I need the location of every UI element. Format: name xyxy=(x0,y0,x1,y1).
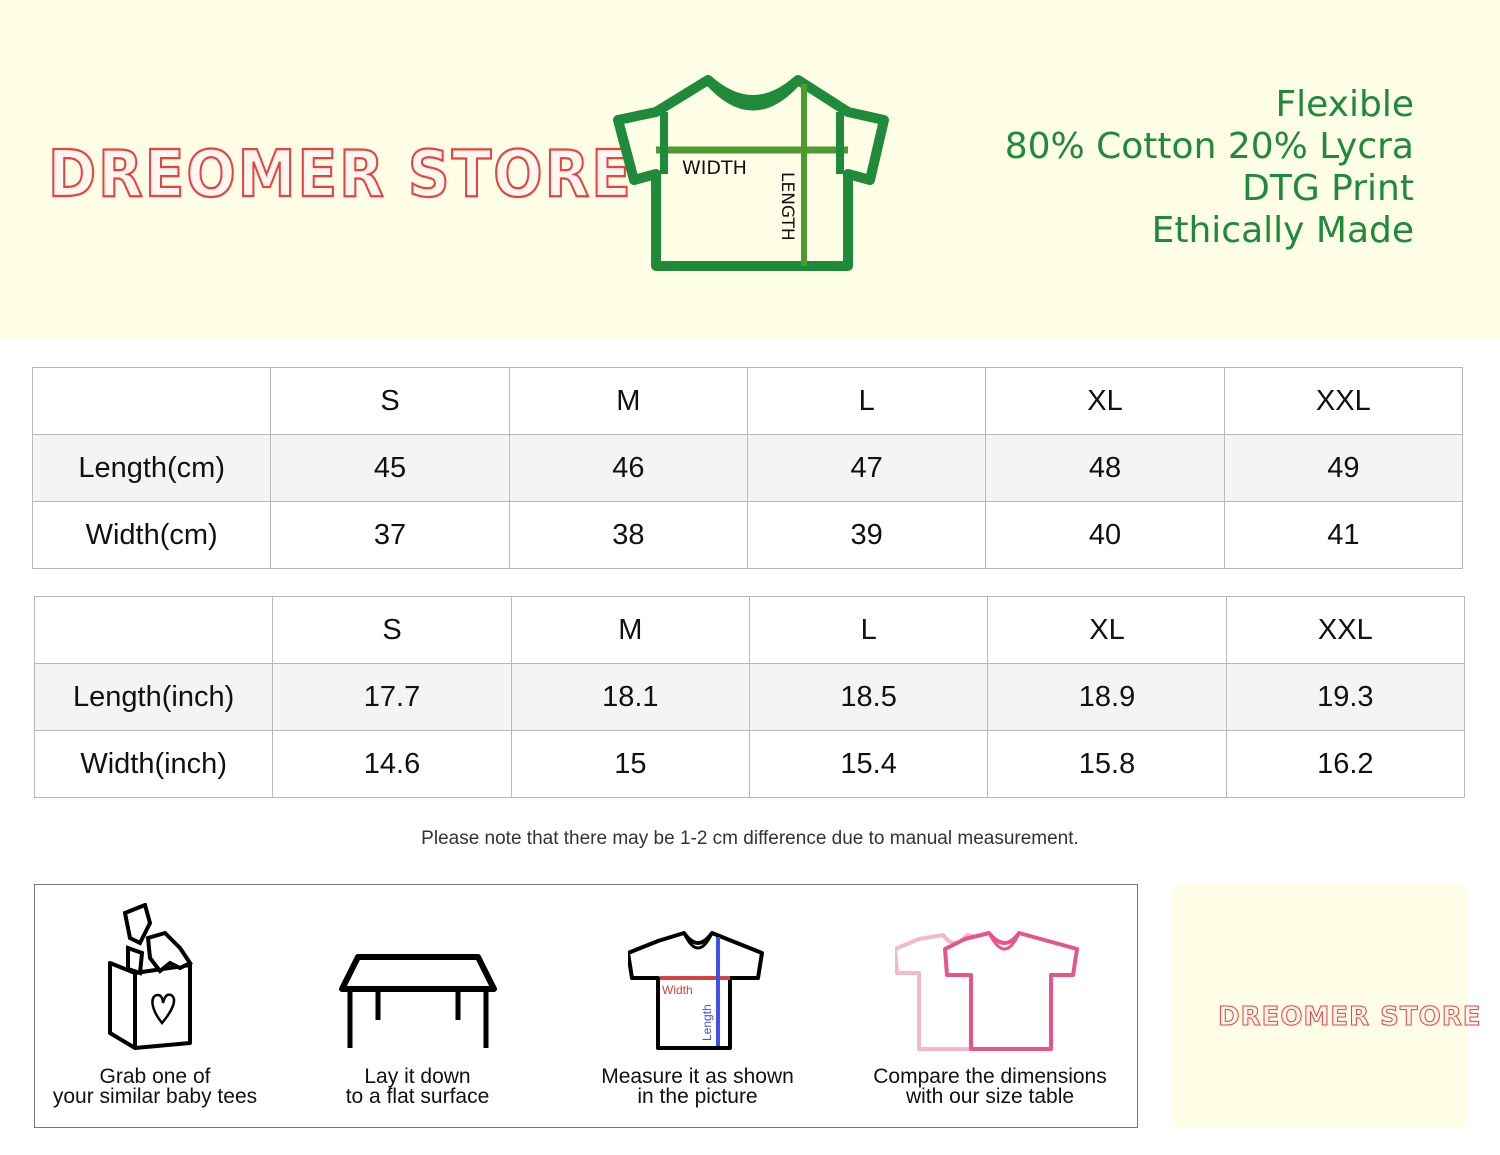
header-cell: XL xyxy=(987,596,1227,664)
table-cell: 37 xyxy=(270,501,510,569)
step-line: Grab one of xyxy=(99,1065,211,1088)
header-cell: XXL xyxy=(1225,596,1466,664)
feature-item: Ethically Made xyxy=(1151,210,1414,251)
header-cell: XXL xyxy=(1223,367,1464,435)
table-icon xyxy=(338,954,497,1048)
table-cell: 39 xyxy=(746,501,987,569)
width-label: WIDTH xyxy=(682,157,747,179)
step-lay: Lay it down to a flat surface xyxy=(300,885,535,1129)
size-table-inch: S M L XL XXL Length(inch) 17.7 18.1 18.5… xyxy=(33,596,1466,798)
header-cell xyxy=(33,596,274,664)
table-cell: 41 xyxy=(1223,501,1464,569)
step-line: your similar baby tees xyxy=(52,1085,258,1108)
table-header-row: S M L XL XXL xyxy=(33,596,1466,664)
size-table-cm: S M L XL XXL Length(cm) 45 46 47 48 49 W… xyxy=(31,367,1464,569)
clothes-box-icon xyxy=(108,903,193,1050)
measurement-note: Please note that there may be 1-2 cm dif… xyxy=(421,828,1079,849)
header-cell: M xyxy=(510,596,750,664)
header-cell: L xyxy=(746,367,987,435)
header-cell xyxy=(31,367,272,435)
table-cell: 45 xyxy=(270,434,510,502)
width-label: Width xyxy=(662,983,693,997)
table-cell: 14.6 xyxy=(272,730,512,798)
header-cell: M xyxy=(508,367,748,435)
table-cell: 18.1 xyxy=(510,663,750,731)
tshirt-diagram-icon: WIDTH LENGTH xyxy=(613,75,889,271)
table-cell: 15 xyxy=(510,730,750,798)
feature-item: DTG Print xyxy=(1242,168,1414,209)
table-cell: 48 xyxy=(985,434,1225,502)
row-label: Width(inch) xyxy=(33,730,274,798)
table-cell: 18.5 xyxy=(748,663,989,731)
header-cell: S xyxy=(270,367,510,435)
step-line: Compare the dimensions xyxy=(873,1065,1107,1088)
brand-badge: DREOMER STORE xyxy=(1172,884,1481,1128)
measure-shirt-icon: Width Length xyxy=(627,931,764,1050)
brand-logo: DREOMER STORE xyxy=(47,136,633,213)
table-row: Length(inch) 17.7 18.1 18.5 18.9 19.3 xyxy=(33,663,1466,731)
feature-item: Flexible xyxy=(1275,84,1414,125)
table-cell: 19.3 xyxy=(1225,663,1466,731)
table-cell: 15.4 xyxy=(748,730,989,798)
table-header-row: S M L XL XXL xyxy=(31,367,1464,435)
table-row: Width(inch) 14.6 15 15.4 15.8 16.2 xyxy=(33,730,1466,798)
table-cell: 46 xyxy=(508,434,748,502)
table-cell: 40 xyxy=(985,501,1225,569)
row-label: Length(inch) xyxy=(33,663,274,731)
step-measure: Width Length Measure it as shown in the p… xyxy=(575,885,820,1129)
brand-logo-small: DREOMER STORE xyxy=(1218,1002,1482,1033)
feature-item: 80% Cotton 20% Lycra xyxy=(1004,126,1414,167)
compare-shirts-icon xyxy=(895,931,1079,1051)
table-cell: 38 xyxy=(508,501,748,569)
table-cell: 17.7 xyxy=(272,663,512,731)
length-label: Length xyxy=(700,1004,714,1041)
header-cell: XL xyxy=(985,367,1225,435)
step-compare: Compare the dimensions with our size tabl… xyxy=(855,885,1125,1129)
step-line: Measure it as shown xyxy=(601,1065,794,1088)
table-row: Length(cm) 45 46 47 48 49 xyxy=(31,434,1464,502)
header-cell: L xyxy=(748,596,989,664)
step-line: Lay it down xyxy=(364,1065,471,1088)
length-label: LENGTH xyxy=(777,172,797,241)
row-label: Width(cm) xyxy=(31,501,272,569)
header-cell: S xyxy=(272,596,512,664)
table-cell: 16.2 xyxy=(1225,730,1466,798)
row-label: Length(cm) xyxy=(31,434,272,502)
step-line: in the picture xyxy=(637,1085,758,1108)
table-cell: 15.8 xyxy=(987,730,1227,798)
step-line: with our size table xyxy=(905,1085,1075,1108)
table-cell: 49 xyxy=(1223,434,1464,502)
table-cell: 18.9 xyxy=(987,663,1227,731)
table-cell: 47 xyxy=(746,434,987,502)
header-banner: DREOMER STORE WIDTH LENGTH Flexible 80% … xyxy=(0,0,1500,340)
feature-list: Flexible 80% Cotton 20% Lycra DTG Print … xyxy=(1005,84,1414,252)
step-grab: Grab one of your similar baby tees xyxy=(35,885,275,1129)
step-line: to a flat surface xyxy=(345,1085,490,1108)
measuring-steps: Grab one of your similar baby tees Lay it… xyxy=(34,884,1138,1128)
table-row: Width(cm) 37 38 39 40 41 xyxy=(31,501,1464,569)
